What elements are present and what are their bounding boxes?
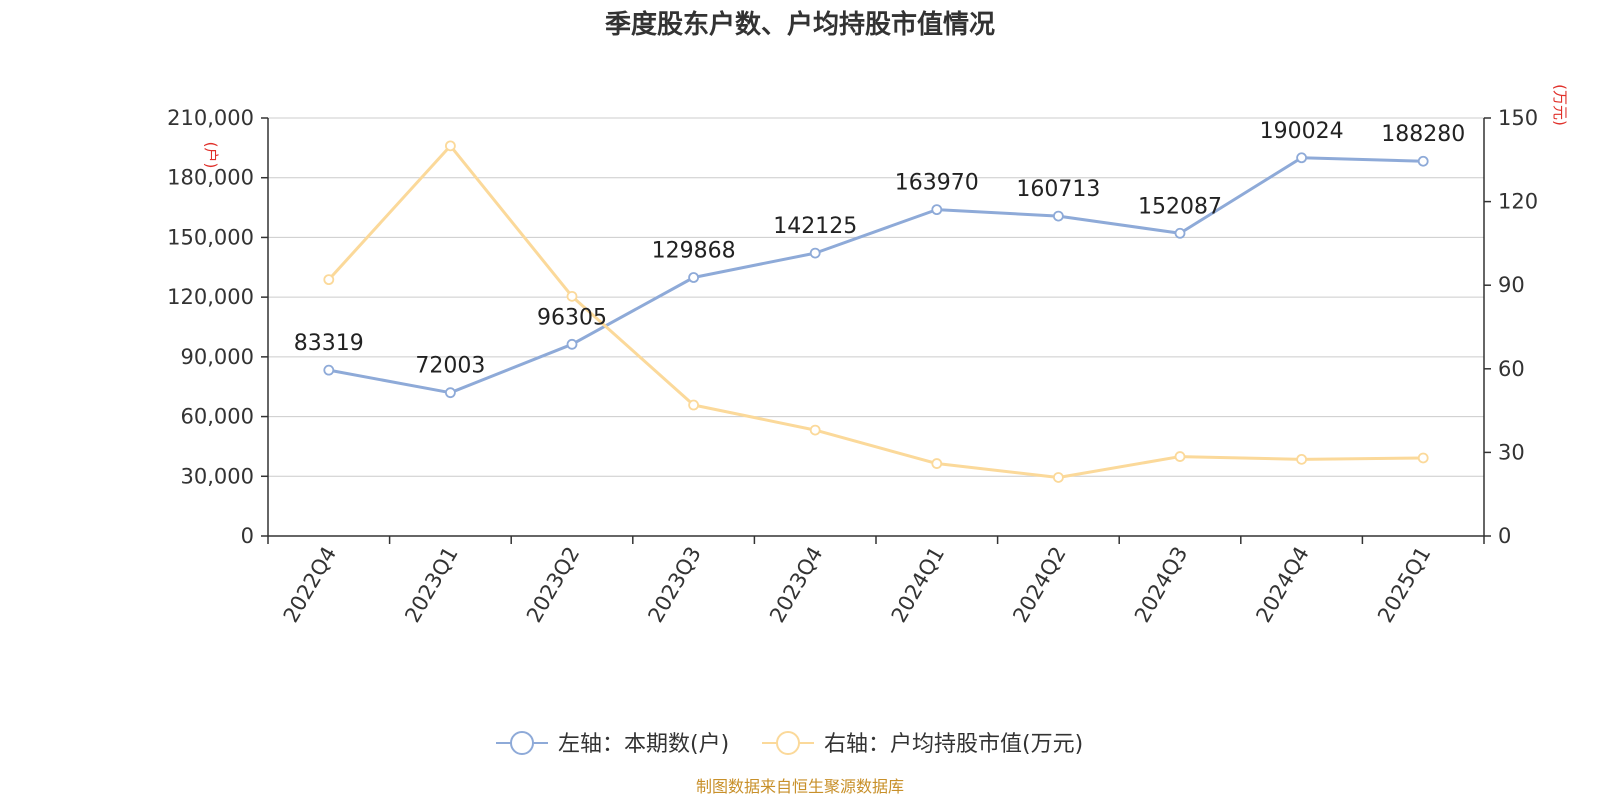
grid-lines: [268, 117, 1484, 477]
series-1-point: [1417, 155, 1429, 167]
series-2-point: [1417, 452, 1429, 464]
x-axis-tick-label: 2022Q4: [279, 543, 341, 627]
data-label: 83319: [294, 331, 364, 356]
series-2-point: [688, 399, 699, 411]
left-axis-tick-label: 60,000: [181, 405, 254, 429]
data-labels: 83319 72003 96305 129868 142125 163970 160713 1…: [294, 119, 1465, 379]
right-axis-tick-label: 90: [1498, 273, 1525, 297]
legend: 左轴：本期数(户) 右轴：户均持股市值(万元): [496, 731, 1083, 757]
left-axis-tick-label: 150,000: [167, 225, 254, 249]
legend-label: 左轴：本期数(户): [558, 732, 729, 757]
left-axis-tick-label: 90,000: [181, 345, 254, 369]
series-1-point: [1053, 210, 1064, 222]
data-label: 160713: [1016, 177, 1100, 202]
x-axis-tick-label: 2025Q1: [1373, 543, 1435, 627]
data-label: 163970: [895, 171, 979, 196]
left-axis-tick-label: 30,000: [181, 464, 254, 488]
source-note: 制图数据来自恒生聚源数据库: [696, 777, 904, 796]
right-axis-tick-label: 30: [1498, 440, 1525, 464]
x-axis-tick-label: 2023Q4: [765, 543, 827, 627]
left-axis-tick-label: 210,000: [167, 106, 254, 130]
data-label: 72003: [415, 354, 485, 379]
legend-label: 右轴：户均持股市值(万元): [824, 732, 1083, 757]
series-layer: [323, 140, 1429, 483]
right-axis-unit: (万元): [1551, 84, 1569, 126]
series-2-point: [1296, 453, 1307, 465]
series-line-1: [328, 156, 1424, 395]
x-axis-tick-label: 2024Q4: [1251, 543, 1313, 627]
left-axis-unit: (户): [202, 142, 220, 169]
series-2-point: [566, 290, 578, 302]
series-1-point: [1174, 227, 1186, 239]
series-1-point: [323, 364, 335, 376]
data-label: 152087: [1138, 194, 1222, 219]
series-2-point: [1053, 472, 1064, 483]
right-axis-tick-label: 120: [1498, 190, 1538, 214]
chart-title: 季度股东户数、户均持股市值情况: [605, 9, 995, 40]
x-axis-tick-label: 2023Q3: [643, 543, 705, 627]
legend-marker-icon: [510, 731, 534, 755]
legend-item-2[interactable]: 右轴：户均持股市值(万元): [762, 731, 1083, 757]
data-label: 188280: [1381, 122, 1465, 147]
right-axis-tick-label: 0: [1498, 524, 1511, 548]
x-axis-tick-label: 2024Q2: [1008, 543, 1070, 627]
series-2-point: [809, 424, 821, 436]
axes: 0 30,000 60,000 90,000 120,000 150,000 180,000…: [167, 106, 1538, 627]
x-axis-tick-label: 2023Q2: [522, 543, 584, 627]
left-axis-tick-label: 180,000: [167, 166, 254, 190]
left-axis-tick-label: 120,000: [167, 285, 254, 309]
data-label: 190024: [1260, 119, 1344, 144]
data-label: 96305: [537, 305, 607, 330]
x-axis-tick-label: 2024Q3: [1130, 543, 1192, 627]
legend-marker-icon: [776, 731, 800, 755]
series-1-point: [809, 247, 821, 259]
series-2-point: [931, 458, 943, 469]
series-1-point: [1296, 152, 1307, 164]
data-label: 129868: [652, 239, 736, 264]
series-1-point: [688, 272, 699, 283]
x-axis-tick-label: 2023Q1: [400, 543, 462, 627]
right-axis-tick-label: 60: [1498, 357, 1525, 381]
series-2-point: [323, 274, 335, 286]
data-label: 142125: [773, 214, 857, 239]
series-1-point: [444, 387, 456, 399]
series-2-point: [1174, 451, 1186, 462]
left-axis-tick-label: 0: [241, 524, 254, 548]
legend-item-1[interactable]: 左轴：本期数(户): [496, 731, 729, 757]
series-line-2: [327, 144, 1424, 479]
series-2-point: [444, 140, 456, 152]
right-axis-tick-label: 150: [1498, 106, 1538, 130]
x-axis-tick-label: 2024Q1: [887, 543, 949, 627]
series-1-point: [566, 338, 578, 350]
series-1-point: [931, 204, 943, 216]
